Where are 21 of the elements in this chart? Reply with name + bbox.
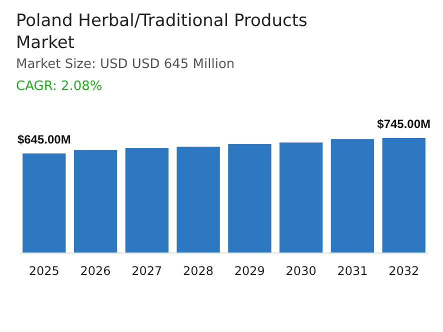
bar: [330, 139, 374, 253]
bar: [74, 150, 118, 253]
bar: [279, 142, 323, 253]
x-tick-label: 2032: [388, 264, 420, 278]
data-label: $645.00M: [17, 132, 71, 146]
chart-title: Poland Herbal/Traditional Products Market: [16, 11, 308, 53]
data-label: $745.00M: [377, 117, 431, 131]
bar: [228, 144, 272, 253]
chart-subtitle: Market Size: USD USD 645 Million: [16, 57, 235, 72]
x-tick-label: 2030: [286, 264, 316, 278]
bar: [125, 148, 169, 253]
bar: [176, 146, 220, 253]
bar: [22, 153, 66, 253]
x-tick-label: 2029: [234, 264, 265, 278]
x-tick-label: 2028: [183, 264, 214, 278]
x-tick-label: 2031: [337, 264, 368, 278]
x-tick-label: 2026: [80, 264, 111, 278]
x-tick-label: 2025: [28, 264, 60, 278]
x-tick-label: 2027: [132, 264, 162, 278]
text: CAGR: 2.08%: [16, 79, 102, 94]
bar: [382, 138, 426, 253]
